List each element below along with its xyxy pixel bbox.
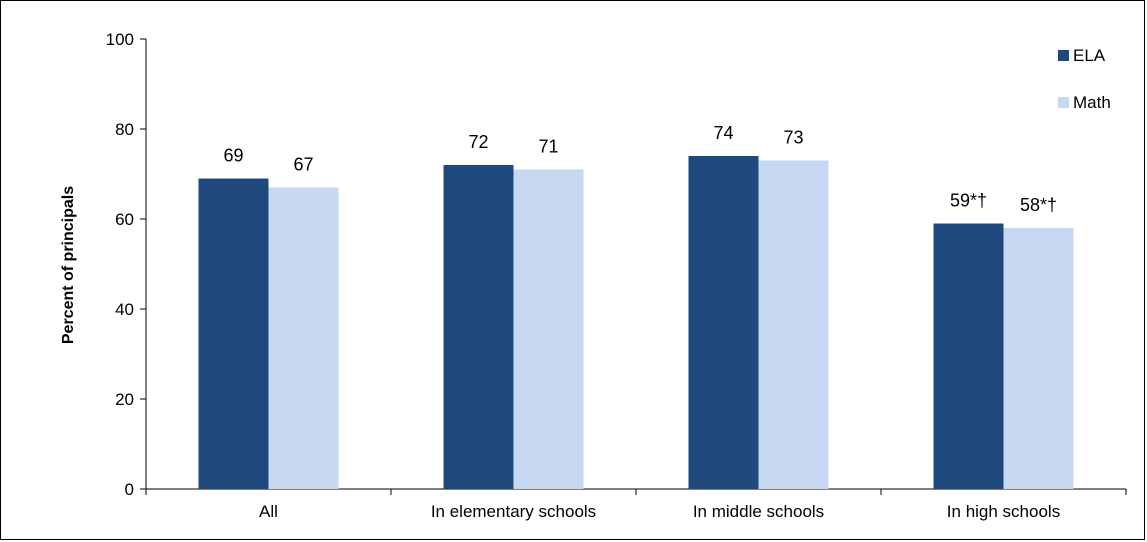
data-label-ela-0: 69 [223,146,243,166]
y-tick-label: 100 [106,30,134,49]
category-label: In elementary schools [431,502,596,521]
y-axis-label: Percent of principals [60,186,77,344]
legend-label-math: Math [1073,93,1111,112]
data-label-math-0: 67 [293,155,313,175]
bar-math-1 [513,169,584,489]
y-tick-label: 0 [125,480,134,499]
y-tick-label: 40 [115,300,134,319]
legend-label-ela: ELA [1073,46,1106,65]
y-tick-label: 60 [115,210,134,229]
data-label-ela-1: 72 [468,132,488,152]
category-labels: All In elementary schools In middle school… [259,502,1060,521]
legend-swatch-ela [1058,50,1069,61]
category-label: In high schools [947,502,1060,521]
data-labels: 69 67 72 71 74 73 59*† 58*† [223,123,1057,215]
legend: ELA Math [1058,46,1111,112]
bar-math-3 [1003,228,1074,489]
data-label-math-3: 58*† [1020,195,1057,215]
bar-ela-1 [443,165,514,489]
bar-ela-2 [688,156,759,489]
bar-ela-0 [198,178,269,489]
data-label-ela-3: 59*† [950,191,987,211]
data-label-math-1: 71 [538,137,558,157]
bars [198,156,1074,489]
bar-math-0 [268,187,339,489]
y-tick-label: 80 [115,120,134,139]
data-label-math-2: 73 [783,128,803,148]
category-label: All [259,502,278,521]
category-label: In middle schools [693,502,824,521]
bar-math-2 [758,160,829,489]
data-label-ela-2: 74 [713,123,733,143]
bar-ela-3 [933,223,1004,489]
y-tick-label: 20 [115,390,134,409]
legend-swatch-math [1058,97,1069,108]
